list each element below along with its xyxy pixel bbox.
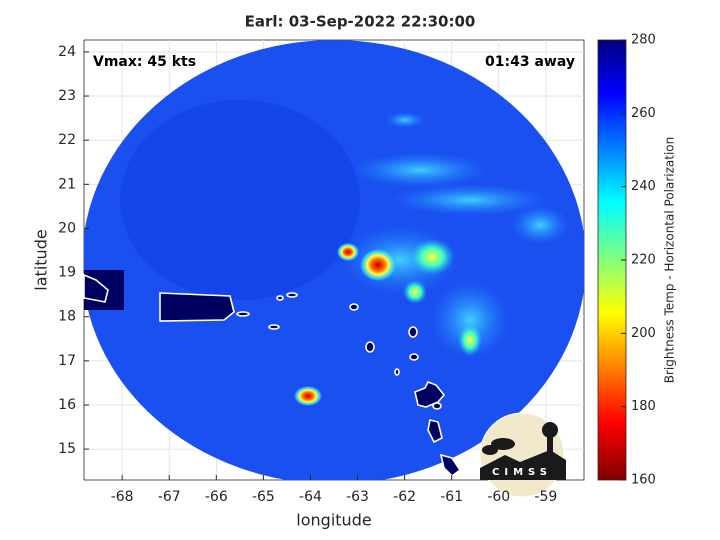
x-tick-label: -63	[346, 489, 369, 505]
logo-text: CIMSS	[492, 467, 552, 478]
away-label: 01:43 away	[485, 54, 575, 70]
colorbar-tick-label: 160	[631, 473, 656, 488]
cimss-logo: CIMSS	[479, 412, 566, 498]
y-tick-label: 21	[58, 176, 76, 192]
x-tick-label: -66	[205, 489, 228, 505]
x-tick-label: -59	[534, 489, 557, 505]
y-tick-label: 19	[58, 265, 76, 281]
colorbar-tick-label: 240	[631, 179, 656, 194]
satellite-image	[84, 40, 584, 480]
y-tick-label: 15	[58, 441, 76, 457]
colorbar-tick-label: 180	[631, 399, 656, 414]
y-axis-label: latitude	[32, 229, 51, 290]
y-tick-label: 22	[58, 132, 76, 148]
x-axis-label: longitude	[296, 511, 371, 530]
y-tick-label: 23	[58, 88, 76, 104]
colorbar-tick-label: 260	[631, 106, 656, 121]
colorbar-tick-label: 200	[631, 326, 656, 341]
y-tick-label: 16	[58, 397, 76, 413]
x-tick-label: -62	[393, 489, 416, 505]
y-tick-label: 24	[58, 44, 76, 60]
y-tick-label: 17	[58, 353, 76, 369]
colorbar-tick-label: 220	[631, 253, 656, 268]
y-tick-label: 18	[58, 309, 76, 325]
x-tick-label: -60	[487, 489, 510, 505]
coastlines	[83, 273, 462, 478]
vmax-label: Vmax: 45 kts	[93, 54, 196, 70]
x-tick-label: -61	[440, 489, 463, 505]
x-tick-label: -68	[111, 489, 134, 505]
x-tick-label: -64	[299, 489, 322, 505]
y-tick-label: 20	[58, 220, 76, 236]
colorbar-tick-label: 280	[631, 33, 656, 48]
x-tick-label: -65	[252, 489, 275, 505]
x-tick-label: -67	[158, 489, 181, 505]
colorbar-label: Brightness Temp - Horizontal Polarizatio…	[663, 137, 677, 384]
map-title: Earl: 03-Sep-2022 22:30:00	[245, 13, 476, 31]
